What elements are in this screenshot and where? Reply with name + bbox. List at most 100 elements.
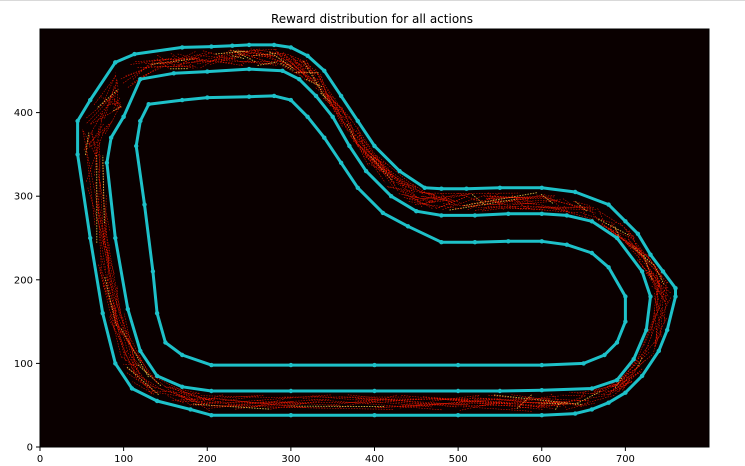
y-tick-label: 200: [14, 275, 33, 286]
waypoint-marker: [673, 286, 678, 291]
reward-trace: [283, 52, 311, 83]
reward-trace: [234, 50, 256, 63]
waypoint-marker: [648, 294, 653, 299]
waypoint-marker: [389, 194, 394, 199]
reward-trace: [90, 106, 122, 125]
reward-trace: [302, 398, 442, 411]
waypoint-marker: [623, 319, 628, 324]
reward-trace: [226, 399, 330, 406]
reward-trace: [286, 59, 316, 84]
waypoint-marker: [614, 340, 620, 345]
reward-trace: [104, 276, 117, 327]
reward-trace: [540, 395, 559, 398]
reward-trace: [398, 193, 420, 199]
chart-title: Reward distribution for all actions: [271, 12, 473, 26]
reward-trace: [646, 265, 670, 298]
reward-trace: [401, 395, 543, 410]
reward-trace: [166, 395, 184, 404]
reward-trace: [269, 51, 295, 69]
waypoint-marker: [372, 362, 377, 368]
waypoint-marker: [573, 411, 578, 416]
waypoint-marker: [665, 327, 670, 333]
reward-trace: [99, 142, 101, 172]
reward-trace: [614, 371, 636, 391]
waypoint-marker: [154, 311, 160, 316]
waypoint-marker: [656, 348, 661, 354]
reward-trace: [549, 197, 560, 207]
reward-trace: [400, 190, 434, 210]
waypoint-marker: [455, 413, 461, 418]
waypoint-marker: [88, 97, 93, 103]
reward-trace: [105, 213, 109, 268]
reward-trace: [423, 194, 445, 205]
reward-trace: [337, 398, 378, 409]
reward-trace: [389, 398, 490, 400]
waypoint-marker: [639, 269, 645, 274]
waypoint-marker: [150, 269, 156, 274]
reward-trace: [580, 395, 615, 405]
waypoint-marker: [271, 93, 277, 99]
reward-trace: [598, 218, 630, 237]
reward-trace: [390, 181, 418, 188]
reward-trace: [332, 101, 342, 110]
reward-trace: [295, 63, 307, 67]
reward-trace: [200, 49, 232, 69]
reward-trace: [183, 57, 236, 64]
reward-trace: [314, 78, 323, 81]
reward-trace: [444, 404, 543, 407]
waypoint-marker: [180, 384, 185, 389]
waypoint-marker: [113, 60, 118, 65]
reward-trace: [525, 398, 582, 407]
reward-trace: [645, 272, 666, 303]
reward-trace: [167, 386, 210, 401]
reward-trace: [654, 264, 661, 290]
waypoint-marker: [75, 118, 80, 124]
waypoint-marker: [280, 68, 285, 74]
reward-trace: [612, 354, 653, 388]
reward-trace: [207, 402, 264, 409]
reward-trace: [563, 205, 570, 214]
reward-trace: [215, 50, 244, 55]
reward-trace: [637, 259, 660, 287]
reward-trace: [213, 53, 233, 61]
waypoint-marker: [644, 327, 649, 333]
reward-trace: [234, 54, 271, 57]
reward-trace: [644, 327, 655, 355]
reward-trace: [375, 155, 399, 192]
reward-trace: [658, 280, 660, 289]
reward-trace: [432, 195, 461, 203]
reward-trace: [654, 292, 662, 337]
reward-trace: [609, 380, 633, 395]
waypoint-marker: [75, 152, 80, 157]
reward-trace: [85, 146, 96, 226]
reward-trace: [349, 135, 363, 151]
reward-trace: [322, 97, 341, 113]
reward-trace: [655, 322, 658, 347]
reward-trace: [295, 62, 315, 83]
reward-trace: [317, 73, 336, 113]
reward-trace: [653, 317, 667, 345]
reward-trace: [611, 360, 639, 388]
reward-trace: [253, 52, 279, 57]
waypoint-marker: [104, 160, 110, 165]
reward-trace: [178, 55, 199, 66]
reward-trace: [102, 284, 126, 334]
reward-trace: [628, 239, 638, 251]
reward-trace: [485, 195, 556, 200]
waypoint-marker: [581, 361, 586, 366]
reward-trace: [200, 395, 292, 399]
reward-trace: [387, 168, 395, 185]
waypoint-marker: [614, 377, 620, 383]
reward-trace: [577, 381, 632, 394]
waypoint-marker: [100, 311, 105, 316]
reward-trace: [650, 291, 657, 338]
reward-trace: [86, 139, 101, 149]
reward-trace: [513, 201, 552, 205]
reward-trace: [597, 208, 605, 224]
waypoint-marker: [305, 114, 310, 120]
waypoint-marker: [142, 202, 147, 207]
waypoint-marker: [606, 202, 611, 207]
waypoint-marker: [506, 239, 511, 244]
reward-trace: [642, 266, 669, 289]
reward-trace: [268, 51, 282, 56]
